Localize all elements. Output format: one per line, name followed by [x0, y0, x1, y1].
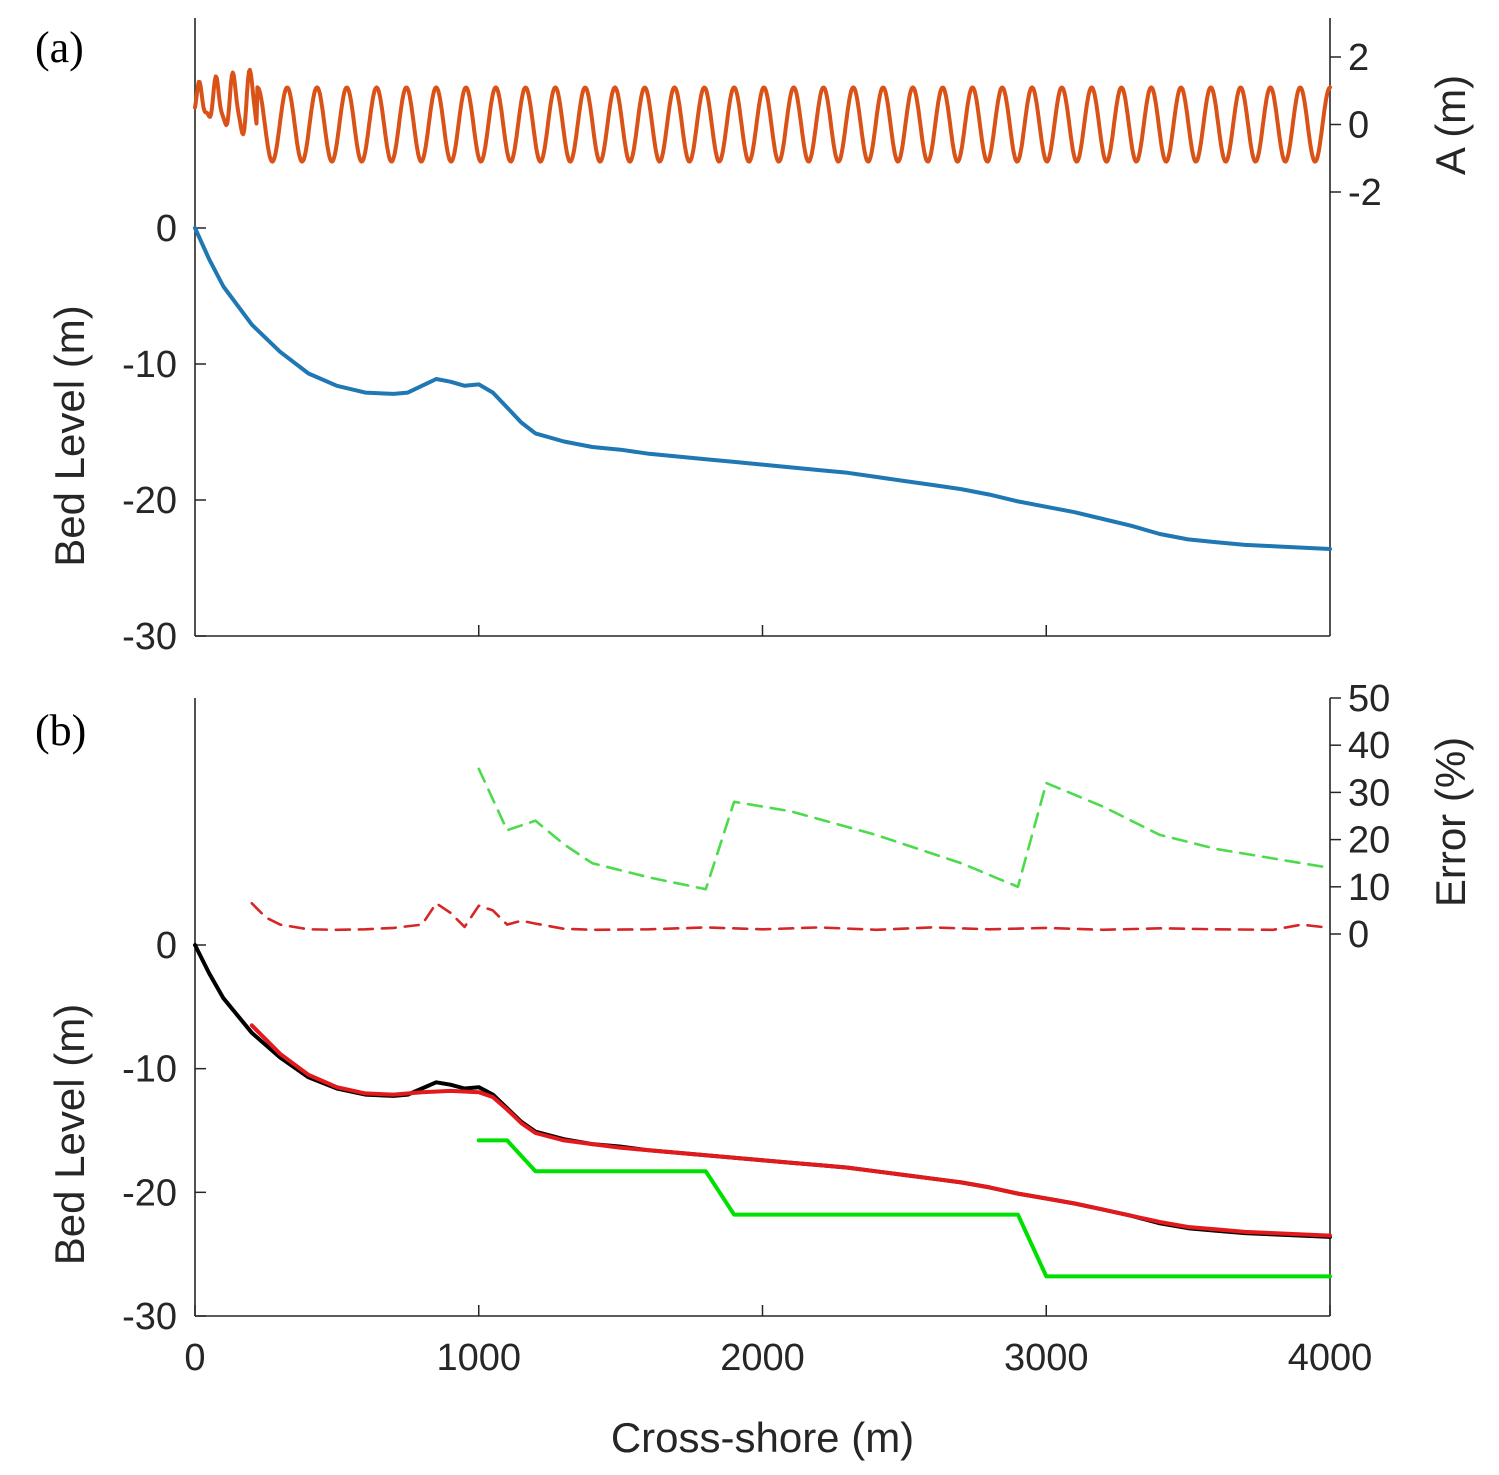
- y-tick-label: -10: [122, 344, 177, 386]
- y-axis-title: Bed Level (m): [46, 1004, 93, 1265]
- y-tick-label: -30: [122, 616, 177, 658]
- y2-tick-label: -2: [1348, 172, 1382, 214]
- series-line-bed-level-black: [193, 943, 1332, 1239]
- series-line-bed-level-red: [249, 1023, 1332, 1238]
- y2-tick-label: 0: [1348, 914, 1369, 956]
- y-tick-label: -20: [122, 480, 177, 522]
- y-tick-label: 0: [156, 925, 177, 967]
- y-tick-label: -30: [122, 1296, 177, 1338]
- panel-label: (b): [35, 706, 86, 755]
- y-axis-title: Bed Level (m): [46, 305, 93, 566]
- panel-b: (b)0-10-20-300 1000 2000 3000 40005040302010…: [35, 678, 1474, 1461]
- series-line-green-step: [476, 1138, 1332, 1279]
- y2-tick-label: 40: [1348, 725, 1390, 767]
- y2-tick-label: 30: [1348, 772, 1390, 814]
- y2-tick-label: 0: [1348, 105, 1369, 147]
- x-tick-label: 1000: [436, 1337, 521, 1379]
- x-tick-label: 2000: [720, 1337, 805, 1379]
- series-line-a: [193, 67, 1332, 164]
- y2-tick-label: 10: [1348, 867, 1390, 909]
- series-line-error-green: [477, 767, 1332, 891]
- y-tick-label: -20: [122, 1172, 177, 1214]
- series-line-bed-level: [193, 226, 1332, 551]
- y2-axis-title: A (m): [1427, 75, 1474, 175]
- y2-tick-label: 2: [1348, 37, 1369, 79]
- x-axis-title: Cross-shore (m): [611, 1414, 914, 1461]
- panel-label: (a): [35, 23, 84, 72]
- x-tick-label: 0: [184, 1337, 205, 1379]
- y-tick-label: 0: [156, 208, 177, 250]
- series-line-error-red: [250, 902, 1332, 932]
- x-tick-label: 3000: [1004, 1337, 1089, 1379]
- y2-tick-label: 20: [1348, 820, 1390, 862]
- x-tick-label: 4000: [1288, 1337, 1373, 1379]
- y2-tick-label: 50: [1348, 678, 1390, 720]
- y-tick-label: -10: [122, 1049, 177, 1091]
- panel-a: (a) 0 -10 -20 -30 2 0 -2 Bed Level (m) A (m): [35, 18, 1474, 658]
- y2-axis-title: Error (%): [1427, 737, 1474, 907]
